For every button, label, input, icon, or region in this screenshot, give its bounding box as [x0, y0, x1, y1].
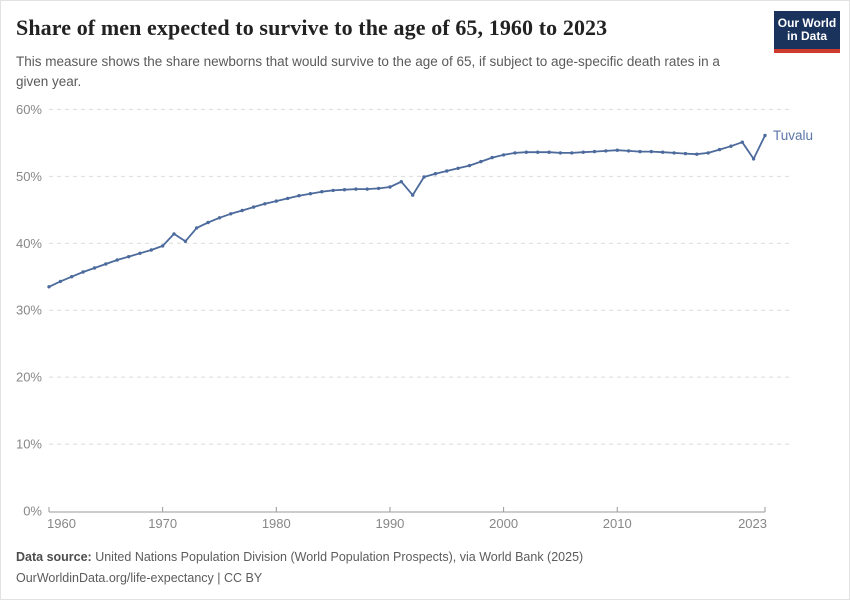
data-point: [354, 187, 358, 191]
data-point: [206, 220, 210, 225]
data-point: [547, 150, 551, 154]
y-tick-label: 40%: [16, 236, 42, 251]
data-point: [411, 193, 415, 197]
data-source-line: Data source: United Nations Population D…: [16, 547, 836, 568]
owid-logo[interactable]: Our World in Data: [774, 11, 840, 53]
data-line-tuvalu: [48, 134, 766, 288]
data-point: [513, 151, 517, 155]
data-point: [286, 196, 290, 201]
y-tick-label: 60%: [16, 102, 42, 117]
data-point: [138, 251, 142, 255]
owid-logo-line2: in Data: [786, 29, 827, 43]
data-point: [399, 180, 403, 184]
data-point: [672, 151, 676, 155]
data-point: [433, 172, 438, 176]
x-tick-label: 2023: [738, 516, 767, 531]
data-point: [263, 202, 267, 206]
data-point: [104, 262, 108, 266]
owid-logo-line1: Our World: [777, 16, 837, 30]
data-point: [161, 244, 165, 248]
data-point: [558, 151, 563, 155]
data-point: [183, 239, 188, 243]
data-point: [217, 216, 222, 220]
data-point: [342, 188, 347, 192]
data-point: [626, 149, 631, 153]
data-point: [592, 149, 597, 154]
data-point: [47, 285, 51, 289]
data-point: [501, 153, 506, 157]
y-tick-label: 50%: [16, 169, 42, 184]
data-point: [456, 166, 460, 170]
data-point: [638, 149, 642, 154]
y-tick-label: 20%: [16, 370, 42, 385]
data-source-text: United Nations Population Division (Worl…: [91, 550, 584, 564]
data-point: [70, 275, 74, 279]
data-point: [388, 185, 392, 189]
x-tick-label: 2000: [489, 516, 518, 531]
data-point: [751, 157, 756, 161]
data-point: [524, 150, 528, 154]
x-tick-label: 2010: [603, 516, 632, 531]
x-tick-label: 1960: [47, 516, 76, 531]
data-point: [172, 232, 176, 236]
data-point: [149, 248, 153, 252]
data-point: [308, 192, 313, 196]
data-point: [490, 155, 494, 160]
data-point: [445, 169, 449, 173]
data-point: [422, 175, 426, 179]
chart-subtitle: This measure shows the share newborns th…: [16, 54, 720, 89]
data-point: [479, 159, 483, 164]
data-point: [297, 194, 301, 198]
data-point: [365, 187, 369, 191]
data-point: [763, 133, 767, 138]
data-point: [740, 140, 744, 144]
data-point: [706, 151, 710, 155]
data-point: [274, 199, 278, 203]
data-point: [92, 266, 97, 270]
x-tick-label: 1980: [262, 516, 291, 531]
series-label-tuvalu[interactable]: Tuvalu: [773, 128, 813, 143]
data-point: [115, 258, 119, 262]
data-point: [661, 150, 665, 154]
footer-link-line[interactable]: OurWorldinData.org/life-expectancy | CC …: [16, 571, 263, 586]
data-point: [81, 270, 85, 274]
y-tick-label: 10%: [16, 437, 42, 452]
data-point: [536, 150, 540, 154]
data-source-label: Data source:: [16, 550, 92, 564]
data-point: [467, 163, 472, 168]
data-point: [376, 186, 381, 191]
chart-footer: Data source: United Nations Population D…: [16, 547, 836, 590]
chart-title: Share of men expected to survive to the …: [16, 15, 608, 40]
data-point: [683, 151, 688, 156]
data-point: [240, 208, 244, 213]
data-point: [58, 279, 63, 284]
data-point: [695, 152, 699, 156]
y-tick-label: 30%: [16, 303, 42, 318]
x-tick-label: 1990: [375, 516, 404, 531]
data-point: [604, 149, 608, 153]
data-point: [229, 212, 233, 216]
data-point: [195, 226, 199, 230]
data-point: [717, 147, 722, 152]
data-point: [251, 205, 256, 209]
data-point: [729, 144, 733, 148]
data-point: [320, 190, 324, 194]
data-point: [570, 151, 574, 155]
y-tick-label: 0%: [23, 504, 42, 519]
x-tick-label: 1970: [148, 516, 177, 531]
data-point: [581, 150, 585, 154]
data-point: [615, 148, 619, 152]
data-point: [649, 149, 653, 154]
data-point: [331, 188, 335, 193]
data-point: [126, 255, 131, 259]
